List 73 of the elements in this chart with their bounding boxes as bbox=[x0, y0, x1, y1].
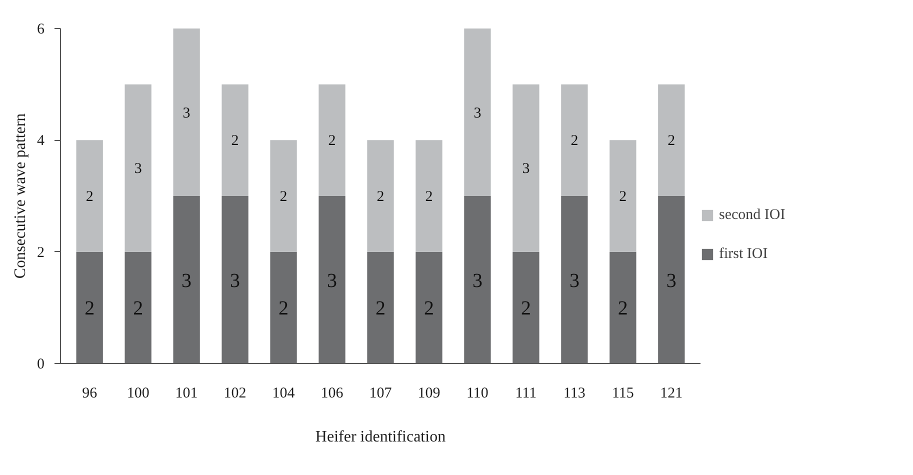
data-label: 2 bbox=[84, 298, 95, 320]
bar bbox=[222, 84, 248, 196]
bar bbox=[610, 252, 636, 364]
data-label: 3 bbox=[569, 270, 580, 292]
data-label: 3 bbox=[230, 270, 240, 292]
legend-label: second IOI bbox=[719, 206, 786, 224]
data-label: 3 bbox=[522, 161, 530, 178]
bar bbox=[658, 196, 685, 364]
bar bbox=[124, 84, 152, 252]
y-tick-label: 2 bbox=[37, 244, 44, 261]
bar bbox=[367, 252, 394, 364]
y-axis-title: Consecutive wave pattern bbox=[12, 113, 29, 279]
data-label: 2 bbox=[328, 133, 336, 150]
x-tick-label: 100 bbox=[126, 386, 150, 402]
bar bbox=[610, 140, 636, 252]
data-label: 2 bbox=[86, 189, 94, 205]
bar bbox=[512, 84, 540, 252]
data-label: 3 bbox=[472, 270, 482, 292]
bar bbox=[76, 140, 103, 252]
data-label: 3 bbox=[182, 105, 190, 122]
data-label: 2 bbox=[280, 189, 288, 205]
data-label: 2 bbox=[376, 189, 384, 205]
data-label: 2 bbox=[425, 189, 433, 205]
bar bbox=[464, 28, 491, 196]
data-label: 3 bbox=[474, 105, 482, 122]
data-label: 3 bbox=[666, 270, 676, 292]
x-tick-label: 96 bbox=[82, 386, 98, 402]
bar bbox=[173, 28, 200, 196]
bar bbox=[416, 252, 442, 364]
x-tick-label: 113 bbox=[563, 386, 586, 402]
bar bbox=[416, 140, 442, 252]
bar bbox=[658, 84, 685, 196]
bar bbox=[124, 252, 152, 364]
y-tick-label: 0 bbox=[37, 356, 44, 372]
bar bbox=[464, 196, 491, 364]
bar bbox=[270, 140, 297, 252]
data-label: 2 bbox=[231, 133, 239, 150]
legend-label: first IOI bbox=[719, 246, 768, 262]
x-tick-label: 102 bbox=[224, 386, 246, 402]
x-tick-label: 109 bbox=[418, 386, 440, 402]
x-tick-label: 101 bbox=[175, 386, 198, 402]
bar bbox=[318, 196, 346, 364]
data-label: 2 bbox=[668, 133, 676, 150]
x-tick-label: 107 bbox=[369, 386, 392, 402]
bar bbox=[318, 84, 346, 196]
bar bbox=[76, 252, 103, 364]
bar bbox=[270, 252, 297, 364]
bar bbox=[561, 84, 588, 196]
data-label: 3 bbox=[182, 270, 192, 292]
bar bbox=[561, 196, 588, 364]
bar bbox=[367, 140, 394, 252]
data-label: 2 bbox=[520, 298, 531, 320]
bar bbox=[512, 252, 540, 364]
data-label: 2 bbox=[133, 298, 144, 320]
data-label: 2 bbox=[619, 189, 627, 205]
y-tick-label: 6 bbox=[37, 22, 45, 38]
x-tick-label: 121 bbox=[660, 386, 683, 402]
data-label: 2 bbox=[278, 298, 289, 320]
x-tick-label: 110 bbox=[466, 386, 488, 402]
bar bbox=[173, 196, 200, 364]
x-tick-label: 111 bbox=[515, 386, 537, 402]
x-axis-title: Heifer identification bbox=[315, 428, 446, 446]
data-label: 2 bbox=[618, 298, 628, 320]
x-tick-label: 106 bbox=[320, 386, 344, 402]
data-label: 3 bbox=[134, 161, 142, 178]
data-label: 3 bbox=[327, 270, 338, 292]
bar bbox=[222, 196, 248, 364]
x-tick-label: 115 bbox=[612, 386, 634, 402]
y-tick-label: 4 bbox=[37, 133, 45, 150]
data-label: 2 bbox=[570, 133, 578, 150]
data-label: 2 bbox=[424, 298, 434, 320]
data-label: 2 bbox=[376, 298, 386, 320]
x-tick-label: 104 bbox=[272, 386, 296, 402]
